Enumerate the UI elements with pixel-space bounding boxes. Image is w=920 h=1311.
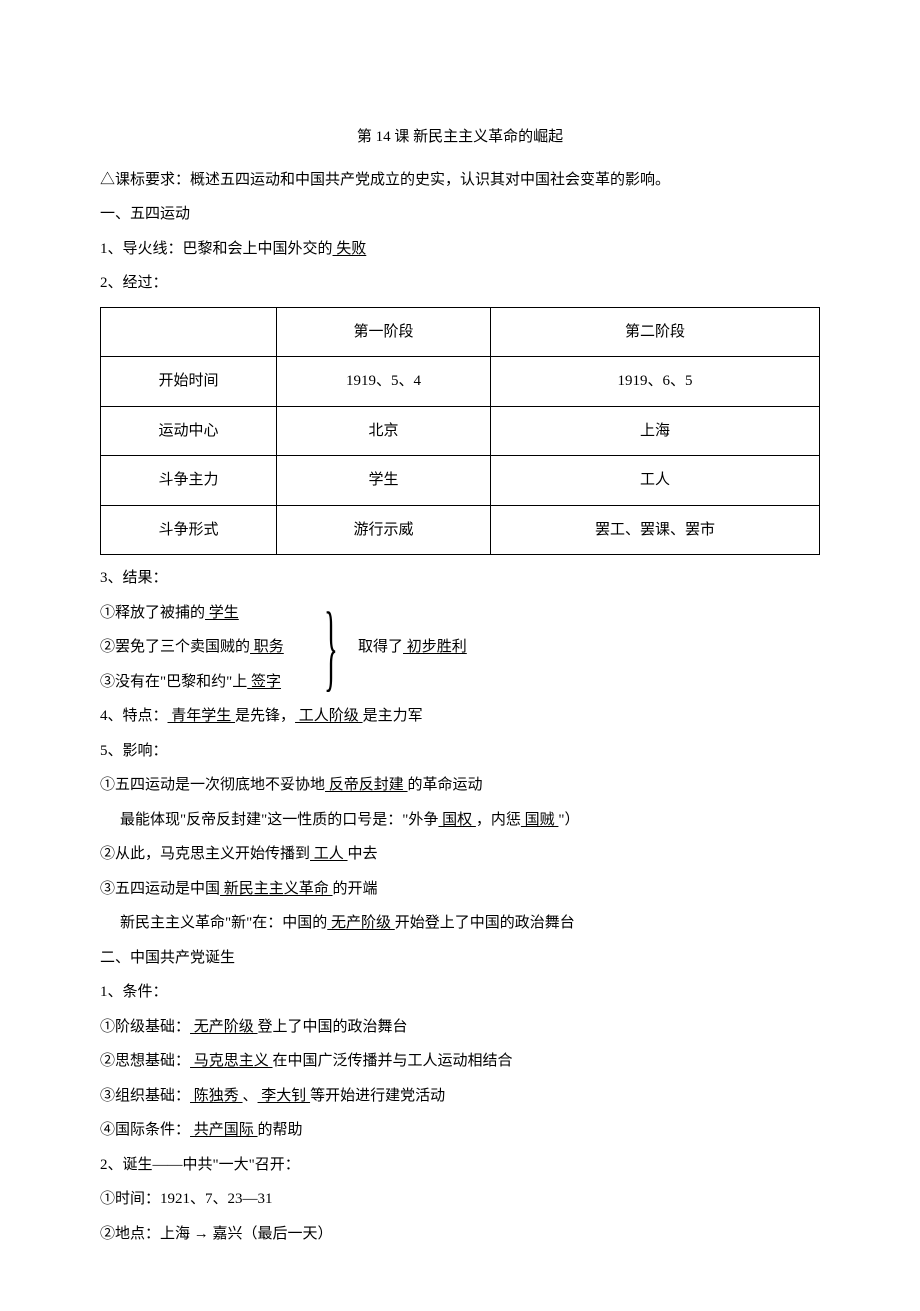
curriculum-requirement: △课标要求：概述五四运动和中国共产党成立的史实，认识其对中国社会变革的影响。 <box>100 163 820 198</box>
text: ②从此，马克思主义开始传播到 <box>100 846 310 862</box>
bracket-summary: 取得了 初步胜利 <box>358 630 467 665</box>
text: 的帮助 <box>258 1122 303 1138</box>
header-phase1: 第一阶段 <box>276 307 490 357</box>
text: ③组织基础： <box>100 1088 190 1104</box>
trigger-line: 1、导火线：巴黎和会上中国外交的 失败 <box>100 232 820 267</box>
condition-3: ③组织基础： 陈独秀 、 李大钊 等开始进行建党活动 <box>100 1079 820 1114</box>
result-1: ①释放了被捕的 学生 <box>100 596 820 631</box>
header-phase2: 第二阶段 <box>491 307 820 357</box>
text: ③五四运动是中国 <box>100 881 220 897</box>
section-1-heading: 一、五四运动 <box>100 197 820 232</box>
table-row: 斗争形式 游行示威 罢工、罢课、罢市 <box>101 505 820 555</box>
cell: 北京 <box>276 406 490 456</box>
results-group: ①释放了被捕的 学生 ②罢免了三个卖国贼的 职务 ③没有在"巴黎和约"上 签字 … <box>100 596 820 700</box>
birth-place: ②地点：上海 → 嘉兴（最后一天） <box>100 1217 820 1252</box>
text: 新民主主义革命"新"在：中国的 <box>120 915 327 931</box>
text: 、 <box>243 1088 258 1104</box>
table-row: 斗争主力 学生 工人 <box>101 456 820 506</box>
blank: 青年学生 <box>168 708 236 724</box>
text: 的开端 <box>333 881 378 897</box>
lesson-title: 第 14 课 新民主主义革命的崛起 <box>100 120 820 155</box>
text: 的革命运动 <box>408 777 483 793</box>
blank: 陈独秀 <box>190 1088 243 1104</box>
header-empty <box>101 307 277 357</box>
curly-bracket-icon: } <box>324 598 338 695</box>
text: 等开始进行建党活动 <box>310 1088 445 1104</box>
trigger-text: 1、导火线：巴黎和会上中国外交的 <box>100 241 333 257</box>
cell: 罢工、罢课、罢市 <box>491 505 820 555</box>
text: 4、特点： <box>100 708 168 724</box>
text: ①阶级基础： <box>100 1019 190 1035</box>
blank: 新民主主义革命 <box>220 881 333 897</box>
text: ②思想基础： <box>100 1053 190 1069</box>
text: 开始登上了中国的政治舞台 <box>395 915 575 931</box>
result-label: 3、结果： <box>100 561 820 596</box>
condition-1: ①阶级基础： 无产阶级 登上了中国的政治舞台 <box>100 1010 820 1045</box>
impact-1: ①五四运动是一次彻底地不妥协地 反帝反封建 的革命运动 <box>100 768 820 803</box>
conditions-label: 1、条件： <box>100 975 820 1010</box>
blank: 国权 <box>438 812 476 828</box>
cell: 游行示威 <box>276 505 490 555</box>
text: 最能体现"反帝反封建"这一性质的口号是："外争 <box>120 812 438 828</box>
cell: 1919、6、5 <box>491 357 820 407</box>
blank: 共产国际 <box>190 1122 258 1138</box>
text: ①五四运动是一次彻底地不妥协地 <box>100 777 325 793</box>
row-label: 开始时间 <box>101 357 277 407</box>
text: ，内惩 <box>476 812 521 828</box>
impact-1-sub: 最能体现"反帝反封建"这一性质的口号是："外争 国权 ，内惩 国贼 "） <box>100 803 820 838</box>
text: 是先锋， <box>235 708 295 724</box>
impact-2: ②从此，马克思主义开始传播到 工人 中去 <box>100 837 820 872</box>
feature-line: 4、特点： 青年学生 是先锋， 工人阶级 是主力军 <box>100 699 820 734</box>
impact-3: ③五四运动是中国 新民主主义革命 的开端 <box>100 872 820 907</box>
blank: 学生 <box>205 605 239 621</box>
table-row: 开始时间 1919、5、4 1919、6、5 <box>101 357 820 407</box>
blank: 无产阶级 <box>327 915 395 931</box>
text: 在中国广泛传播并与工人运动相结合 <box>273 1053 513 1069</box>
condition-2: ②思想基础： 马克思主义 在中国广泛传播并与工人运动相结合 <box>100 1044 820 1079</box>
row-label: 斗争形式 <box>101 505 277 555</box>
table-row: 运动中心 北京 上海 <box>101 406 820 456</box>
blank: 职务 <box>250 639 284 655</box>
blank: 国贼 <box>521 812 559 828</box>
cell: 1919、5、4 <box>276 357 490 407</box>
impact-3-sub: 新民主主义革命"新"在：中国的 无产阶级 开始登上了中国的政治舞台 <box>100 906 820 941</box>
blank: 李大钊 <box>258 1088 311 1104</box>
text: "） <box>558 812 579 828</box>
process-label: 2、经过： <box>100 266 820 301</box>
text: 中去 <box>348 846 378 862</box>
blank: 马克思主义 <box>190 1053 273 1069</box>
cell: 学生 <box>276 456 490 506</box>
condition-4: ④国际条件： 共产国际 的帮助 <box>100 1113 820 1148</box>
blank: 初步胜利 <box>403 639 467 655</box>
text: ②罢免了三个卖国贼的 <box>100 639 250 655</box>
text: 取得了 <box>358 639 403 655</box>
text: ④国际条件： <box>100 1122 190 1138</box>
text: ①释放了被捕的 <box>100 605 205 621</box>
text: ③没有在"巴黎和约"上 <box>100 674 247 690</box>
trigger-blank: 失败 <box>333 241 367 257</box>
cell: 工人 <box>491 456 820 506</box>
blank: 反帝反封建 <box>325 777 408 793</box>
birth-time: ①时间：1921、7、23—31 <box>100 1182 820 1217</box>
birth-label: 2、诞生——中共"一大"召开： <box>100 1148 820 1183</box>
impact-label: 5、影响： <box>100 734 820 769</box>
text: 是主力军 <box>363 708 423 724</box>
text: 登上了中国的政治舞台 <box>258 1019 408 1035</box>
table-header-row: 第一阶段 第二阶段 <box>101 307 820 357</box>
blank: 无产阶级 <box>190 1019 258 1035</box>
blank: 签字 <box>247 674 281 690</box>
section-2-heading: 二、中国共产党诞生 <box>100 941 820 976</box>
blank: 工人 <box>310 846 348 862</box>
row-label: 斗争主力 <box>101 456 277 506</box>
row-label: 运动中心 <box>101 406 277 456</box>
result-3: ③没有在"巴黎和约"上 签字 <box>100 665 820 700</box>
cell: 上海 <box>491 406 820 456</box>
phases-table: 第一阶段 第二阶段 开始时间 1919、5、4 1919、6、5 运动中心 北京… <box>100 307 820 556</box>
blank: 工人阶级 <box>295 708 363 724</box>
